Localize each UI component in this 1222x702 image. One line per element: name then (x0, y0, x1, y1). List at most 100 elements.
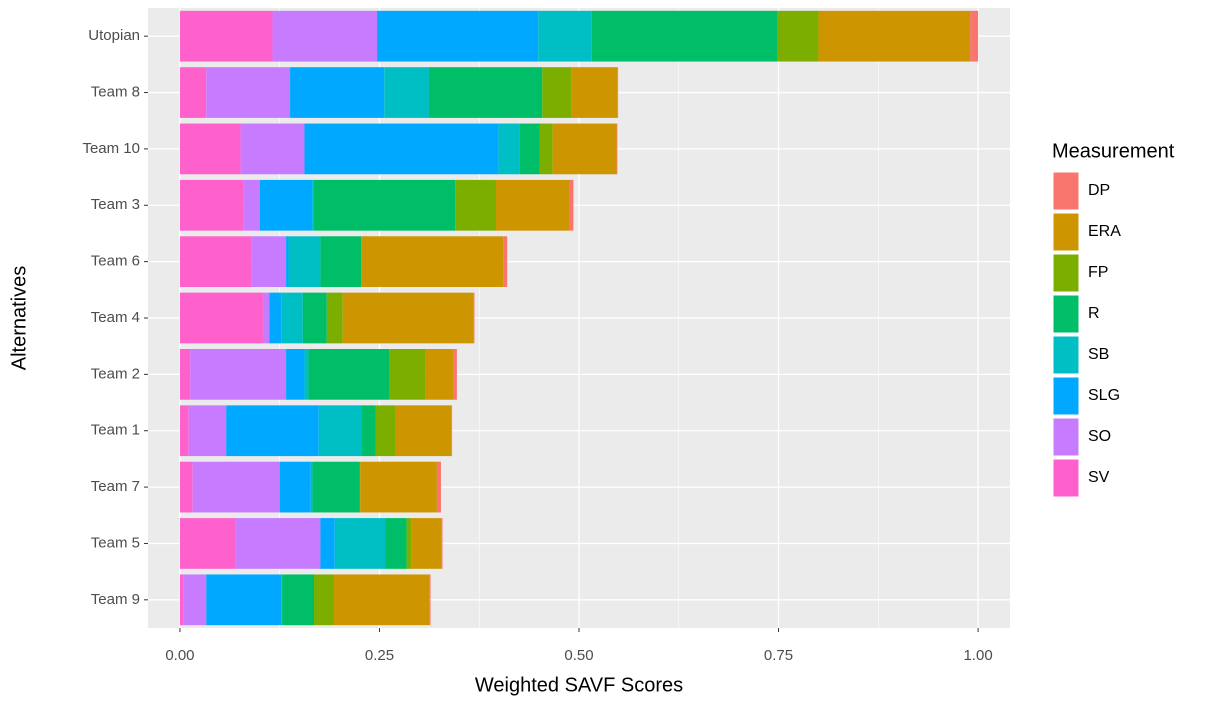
bar-segment (290, 67, 385, 118)
bar-segment (192, 461, 280, 513)
bar-segment (206, 67, 291, 118)
bar-segment (269, 292, 282, 344)
bar-segment (179, 405, 189, 457)
bar-segment (361, 236, 362, 287)
bar-segment (425, 349, 454, 400)
bar-segment (286, 236, 289, 287)
legend-text: R (1088, 305, 1100, 322)
bar-segment (179, 518, 236, 569)
bar-segment (179, 179, 244, 231)
bar-segment (571, 67, 618, 118)
bar-segment (519, 123, 540, 175)
bar-segment (569, 179, 574, 231)
bar-segment (320, 518, 335, 569)
bar-segment (451, 405, 453, 457)
bar-segment (455, 179, 496, 231)
bar-segment (308, 349, 390, 400)
bar-segment (240, 123, 305, 175)
bar-segment (179, 123, 241, 175)
bar-segment (326, 292, 343, 344)
bar-segment (361, 405, 376, 457)
legend-swatch (1052, 294, 1080, 334)
bar-segment (179, 349, 191, 400)
bar-segment (538, 10, 592, 62)
legend-swatch (1052, 417, 1080, 457)
bar-segment (411, 518, 442, 569)
bar-segment (320, 236, 362, 287)
x-tick-label: 0.50 (564, 647, 593, 664)
bar-segment (359, 461, 361, 513)
bar-segment (360, 461, 437, 513)
y-tick-label: Team 5 (91, 534, 140, 551)
x-tick-label: 0.25 (365, 647, 394, 664)
bar-segment (441, 518, 443, 569)
bar-segment (259, 179, 313, 231)
bar-segment (818, 10, 971, 62)
bar-segment (361, 236, 504, 287)
bar-segment (262, 292, 270, 344)
bar-segment (243, 179, 260, 231)
bar-segment (272, 10, 378, 62)
legend-swatch (1052, 335, 1080, 375)
bar-segment (616, 123, 618, 175)
y-tick-label: Team 1 (91, 422, 140, 439)
legend-text: SLG (1088, 387, 1120, 404)
legend-text: SB (1088, 346, 1109, 363)
legend-swatch (1052, 171, 1080, 211)
bar-segment (970, 10, 979, 62)
bar-segment (304, 123, 499, 175)
bar-segment (406, 518, 412, 569)
legend-swatch (1052, 253, 1080, 293)
bar-segment (310, 461, 313, 513)
bar-segment (375, 405, 396, 457)
bar-segment (617, 67, 619, 118)
bar-segment (304, 349, 309, 400)
legend-text: SV (1088, 469, 1110, 486)
y-axis-title: Alternatives (8, 266, 30, 371)
y-tick-label: Team 9 (91, 591, 140, 608)
bar-segment (235, 518, 321, 569)
bar-segment (179, 461, 193, 513)
legend-text: DP (1088, 182, 1110, 199)
bar-segment (206, 574, 282, 626)
bar-segment (334, 518, 386, 569)
bar-segment (286, 349, 305, 400)
bar-segment (281, 292, 303, 344)
bar-segment (179, 292, 263, 344)
bar-segment (183, 574, 207, 626)
y-tick-label: Team 3 (91, 196, 140, 213)
bar-segment (539, 123, 553, 175)
bar-segment (777, 10, 819, 62)
bar-segment (389, 349, 426, 400)
y-tick-label: Utopian (88, 27, 140, 44)
legend-swatch (1052, 376, 1080, 416)
bar-segment (190, 349, 287, 400)
bar-segment (179, 574, 184, 626)
bar-segment (552, 123, 617, 175)
legend-text: SO (1088, 428, 1111, 445)
bar-segment (453, 349, 457, 400)
bar-segment (429, 574, 431, 626)
bar-segment (318, 405, 362, 457)
bar-segment (377, 10, 539, 62)
bar-segment (428, 67, 543, 118)
x-tick-label: 0.00 (165, 647, 194, 664)
bar-segment (312, 179, 314, 231)
bar-segment (498, 123, 520, 175)
x-tick-label: 1.00 (963, 647, 992, 664)
bar-segment (179, 10, 273, 62)
bar-segment (436, 461, 441, 513)
bar-segment (312, 461, 360, 513)
bar-segment (495, 179, 570, 231)
y-tick-label: Team 2 (91, 365, 140, 382)
legend-swatch (1052, 212, 1080, 252)
bar-segment (542, 67, 572, 118)
bar-segment (473, 292, 475, 344)
bar-segment (288, 236, 321, 287)
bar-segment (281, 574, 283, 626)
legend-swatch (1052, 458, 1080, 498)
y-tick-label: Team 8 (91, 84, 140, 101)
y-tick-label: Team 6 (91, 253, 140, 270)
legend-text: ERA (1088, 223, 1121, 240)
bar-segment (333, 574, 430, 626)
